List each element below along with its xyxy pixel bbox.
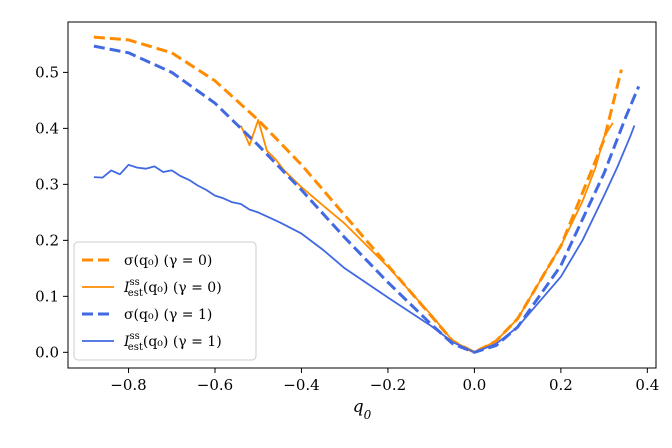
x-tick-label: −0.2 [370,376,406,394]
y-tick-label: 0.4 [35,119,59,137]
legend-box [73,241,257,361]
x-tick-label: −0.8 [110,376,146,394]
x-axis-label-sub: 0 [364,408,372,422]
legend-label-3: σ(q₀) (γ = 1) [124,307,212,323]
series-line-4 [93,125,636,354]
plot-frame [67,21,657,369]
legend-label-1: σ(q₀) (γ = 0) [124,253,212,269]
x-tick-label: −0.4 [283,376,319,394]
legend-label-2: Iss est(q₀) (γ = 0) [123,277,222,299]
x-tick-label: 0.0 [462,376,486,394]
x-tick-label: −0.6 [197,376,233,394]
series-line-3 [93,44,641,354]
y-tick-label: 0.2 [35,231,59,249]
legend-label-4: Iss est(q₀) (γ = 1) [123,331,222,353]
series-layer [93,35,641,354]
y-tick-label: 0.0 [35,343,59,361]
x-tick-label: 0.4 [635,376,659,394]
x-axis-label-main: q [353,397,364,417]
y-tick-label: 0.5 [35,63,59,81]
y-tick-label: 0.3 [35,175,59,193]
legend: σ(q₀) (γ = 0) Iss est(q₀) (γ = 0) σ(q₀) (γ … [73,241,257,361]
y-tick-label: 0.1 [35,287,59,305]
series-line-2 [240,119,614,354]
x-tick-label: 0.2 [549,376,573,394]
x-axis-label: q0 [353,397,372,422]
